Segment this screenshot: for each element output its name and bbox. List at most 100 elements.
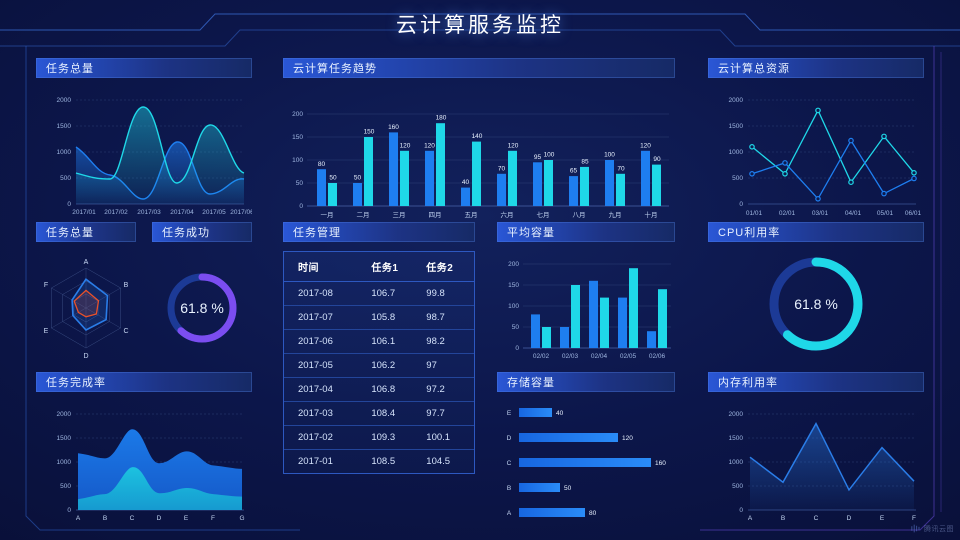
svg-text:0: 0 xyxy=(739,507,743,514)
panel-header: 平均容量 xyxy=(497,222,675,242)
cell-time: 2017-08 xyxy=(284,281,364,306)
svg-text:1500: 1500 xyxy=(729,435,744,442)
svg-text:100: 100 xyxy=(508,303,519,310)
panel-header: 任务总量 xyxy=(36,58,252,78)
svg-text:E: E xyxy=(44,328,49,335)
panel-header: 任务总量 xyxy=(36,222,136,242)
panel-task-total-area: 任务总量 xyxy=(36,58,252,218)
panel-body: 61.8 % xyxy=(152,242,252,370)
svg-text:八月: 八月 xyxy=(573,211,586,219)
gauge-task-success: 61.8 % xyxy=(167,273,237,343)
svg-text:C: C xyxy=(130,515,135,522)
panel-body: 200 150 100 50 0 80 50 50 150 160 120 xyxy=(283,78,675,223)
panel-task-success: 任务成功 61.8 % xyxy=(152,222,252,370)
watermark: 腾讯云图 xyxy=(910,523,954,534)
table-row[interactable]: 2017-04 106.8 97.2 xyxy=(284,377,474,402)
svg-text:50: 50 xyxy=(564,485,572,492)
column-header-task2[interactable]: 任务2 xyxy=(420,252,474,282)
svg-text:B: B xyxy=(124,282,129,289)
panel-task-manage: 任务管理 时间 任务1 任务2 2017-08 106.7 xyxy=(283,222,475,474)
table-row[interactable]: 2017-07 105.8 98.7 xyxy=(284,305,474,330)
cell-time: 2017-03 xyxy=(284,401,364,426)
svg-text:十月: 十月 xyxy=(645,210,658,219)
svg-text:50: 50 xyxy=(296,180,304,187)
svg-text:0: 0 xyxy=(515,345,519,352)
table-row[interactable]: 2017-06 106.1 98.2 xyxy=(284,329,474,354)
table-row[interactable]: 2017-08 106.7 99.8 xyxy=(284,281,474,306)
svg-text:65: 65 xyxy=(570,168,578,175)
svg-text:500: 500 xyxy=(60,483,71,490)
svg-text:150: 150 xyxy=(292,134,303,141)
panel-task-total-radar: 任务总量 A B xyxy=(36,222,136,370)
dashboard-header: 云计算服务监控 xyxy=(0,0,960,48)
panel-body: 200 150 100 50 0 xyxy=(497,242,675,370)
column-header-time[interactable]: 时间 xyxy=(284,252,364,282)
svg-text:70: 70 xyxy=(498,165,506,172)
panel-body: 61.8 % xyxy=(708,242,924,370)
svg-text:140: 140 xyxy=(472,133,483,140)
table-row[interactable]: 2017-03 108.4 97.7 xyxy=(284,401,474,426)
svg-text:2000: 2000 xyxy=(729,411,744,418)
svg-text:1500: 1500 xyxy=(57,435,72,442)
svg-text:06/01: 06/01 xyxy=(905,210,922,217)
cell-task1: 106.1 xyxy=(363,329,421,354)
panel-cpu-usage: CPU利用率 61.8 % xyxy=(708,222,924,370)
svg-text:四月: 四月 xyxy=(429,211,442,219)
chart-completion-rate: 2000 1500 1000 500 0 A B C D E F G xyxy=(57,411,245,522)
table-row[interactable]: 2017-05 106.2 97 xyxy=(284,353,474,378)
svg-text:九月: 九月 xyxy=(609,210,622,219)
cell-task1: 106.7 xyxy=(363,281,421,306)
svg-text:2000: 2000 xyxy=(729,97,744,104)
svg-text:50: 50 xyxy=(512,324,520,331)
svg-text:2000: 2000 xyxy=(57,97,72,104)
panel-completion-rate: 任务完成率 xyxy=(36,372,252,528)
cell-task2: 97.2 xyxy=(420,377,474,402)
svg-text:01/01: 01/01 xyxy=(746,210,763,217)
svg-text:200: 200 xyxy=(292,111,303,118)
svg-text:02/03: 02/03 xyxy=(562,353,579,360)
cell-task2: 97.7 xyxy=(420,401,474,426)
cell-task2: 98.2 xyxy=(420,329,474,354)
svg-text:A: A xyxy=(76,515,81,522)
column-header-task1[interactable]: 任务1 xyxy=(363,252,421,282)
task-table-wrapper[interactable]: 时间 任务1 任务2 2017-08 106.7 99.8 2017-07 xyxy=(283,251,475,474)
svg-text:100: 100 xyxy=(604,152,615,159)
svg-text:04/01: 04/01 xyxy=(845,210,862,217)
svg-text:六月: 六月 xyxy=(501,210,514,219)
svg-text:80: 80 xyxy=(318,161,326,168)
table-row[interactable]: 2017-01 108.5 104.5 xyxy=(284,450,474,474)
svg-text:0: 0 xyxy=(299,203,303,210)
chart-task-total-area: 2000 1500 1000 500 0 2017/01 2017/02 201… xyxy=(57,97,252,216)
panel-body: 时间 任务1 任务2 2017-08 106.7 99.8 2017-07 xyxy=(283,242,475,474)
cell-time: 2017-02 xyxy=(284,425,364,450)
panel-storage-capacity: 存储容量 E 40 D 120 C xyxy=(497,372,675,528)
panel-task-trend: 云计算任务趋势 200 150 100 50 0 80 xyxy=(283,58,675,223)
svg-text:100: 100 xyxy=(544,152,555,159)
svg-text:0: 0 xyxy=(67,201,71,208)
table-row[interactable]: 2017-02 109.3 100.1 xyxy=(284,425,474,450)
svg-text:40: 40 xyxy=(462,179,470,186)
svg-text:150: 150 xyxy=(364,129,375,136)
svg-text:1500: 1500 xyxy=(729,123,744,130)
svg-text:2017/06: 2017/06 xyxy=(230,209,252,216)
panel-title: 平均容量 xyxy=(507,227,555,239)
cell-task1: 106.8 xyxy=(363,377,421,402)
cell-task2: 104.5 xyxy=(426,456,451,467)
panel-header: 云计算任务趋势 xyxy=(283,58,675,78)
chart-task-trend: 200 150 100 50 0 80 50 50 150 160 120 xyxy=(292,111,669,219)
panel-body: A B C D E F xyxy=(36,242,136,370)
page-title: 云计算服务监控 xyxy=(396,14,564,37)
svg-text:D: D xyxy=(847,515,852,522)
cloud-logo-icon xyxy=(911,524,920,533)
svg-text:2017/01: 2017/01 xyxy=(72,209,96,216)
cell-time: 2017-05 xyxy=(284,353,364,378)
svg-text:120: 120 xyxy=(508,142,519,149)
panel-body: 2000 1500 1000 500 0 xyxy=(708,78,924,218)
svg-text:100: 100 xyxy=(292,157,303,164)
svg-text:1000: 1000 xyxy=(729,149,744,156)
svg-text:05/01: 05/01 xyxy=(877,210,894,217)
svg-text:E: E xyxy=(880,515,885,522)
panel-body: E 40 D 120 C 160 B 50 A 80 xyxy=(497,392,675,528)
svg-text:70: 70 xyxy=(617,165,625,172)
svg-text:180: 180 xyxy=(436,115,447,122)
